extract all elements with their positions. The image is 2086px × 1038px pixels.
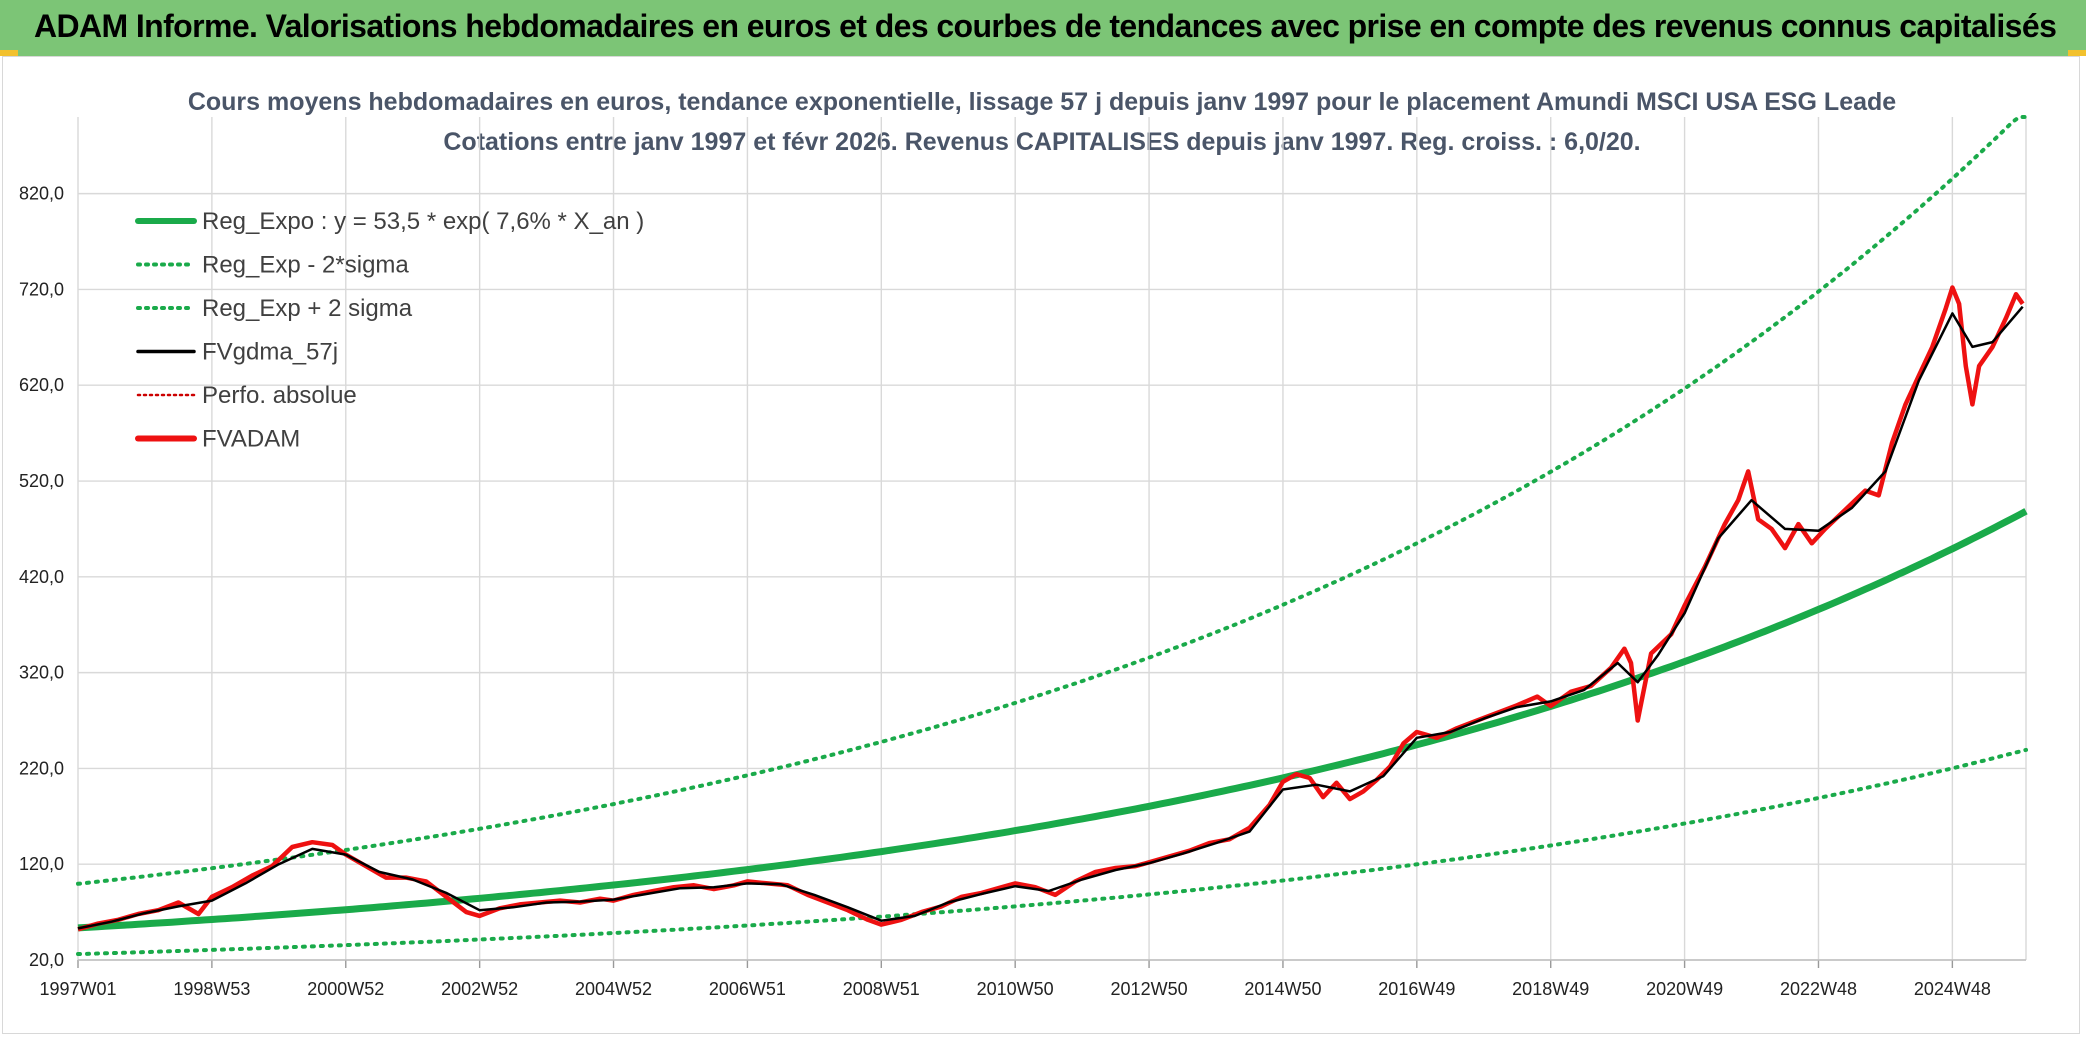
fvgdma-line [77, 305, 2024, 930]
reg-expo-line [77, 508, 2028, 932]
banner-accent-left [0, 50, 18, 56]
x-tick-label: 2006W51 [709, 979, 786, 999]
x-tick-label: 1998W53 [173, 979, 250, 999]
y-tick-label: 220,0 [19, 758, 64, 778]
y-tick-label: 20,0 [29, 950, 64, 970]
y-tick-label: 520,0 [19, 471, 64, 491]
y-tick-label: 420,0 [19, 567, 64, 587]
x-tick-label: 2004W52 [575, 979, 652, 999]
y-tick-label: 720,0 [19, 279, 64, 299]
y-tick-label: 320,0 [19, 663, 64, 683]
chart-frame [2, 56, 2080, 1034]
y-tick-label: 820,0 [19, 184, 64, 204]
fvadam-line [77, 285, 2025, 932]
x-tick-label: 2008W51 [843, 979, 920, 999]
chart-subtitle: Cotations entre janv 1997 et févr 2026. … [443, 128, 1640, 156]
banner-accent-right [2068, 50, 2086, 56]
legend: Reg_Expo : y = 53,5 * exp( 7,6% * X_an )… [135, 208, 644, 453]
y-tick-label: 120,0 [19, 854, 64, 874]
x-tick-label: 2002W52 [441, 979, 518, 999]
x-tick-label: 2018W49 [1512, 979, 1589, 999]
x-tick-label: 2012W50 [1111, 979, 1188, 999]
reg-plus-2sigma-line [76, 115, 2028, 886]
y-tick-label: 620,0 [19, 375, 64, 395]
chart-title: Cours moyens hebdomadaires en euros, ten… [188, 88, 1896, 116]
x-tick-label: 2022W48 [1780, 979, 1857, 999]
page-title: ADAM Informe. Valorisations hebdomadaire… [34, 8, 2057, 44]
x-tick-label: 2010W50 [977, 979, 1054, 999]
series-lines [76, 115, 2028, 956]
x-tick-label: 2000W52 [307, 979, 384, 999]
legend-label: Reg_Exp + 2 sigma [202, 295, 413, 322]
reg-minus-2sigma-line [76, 747, 2028, 956]
legend-label: Perfo. absolue [202, 382, 357, 409]
grid-lines [77, 117, 2027, 961]
header-banner: ADAM Informe. Valorisations hebdomadaire… [0, 0, 2086, 56]
x-tick-label: 2016W49 [1378, 979, 1455, 999]
legend-label: FVADAM [202, 426, 300, 453]
x-tick-label: 1997W01 [39, 979, 116, 999]
x-tick-label: 2024W48 [1914, 979, 1991, 999]
x-tick-label: 2020W49 [1646, 979, 1723, 999]
axes: 20,0 120,0 220,0 320,0 420,0 520,0 620,0 720,0 8… [19, 184, 2026, 999]
legend-label: Reg_Expo : y = 53,5 * exp( 7,6% * X_an ) [202, 208, 644, 235]
x-tick-label: 2014W50 [1244, 979, 1321, 999]
legend-label: Reg_Exp - 2*sigma [202, 252, 409, 279]
legend-label: FVgdma_57j [202, 339, 338, 366]
